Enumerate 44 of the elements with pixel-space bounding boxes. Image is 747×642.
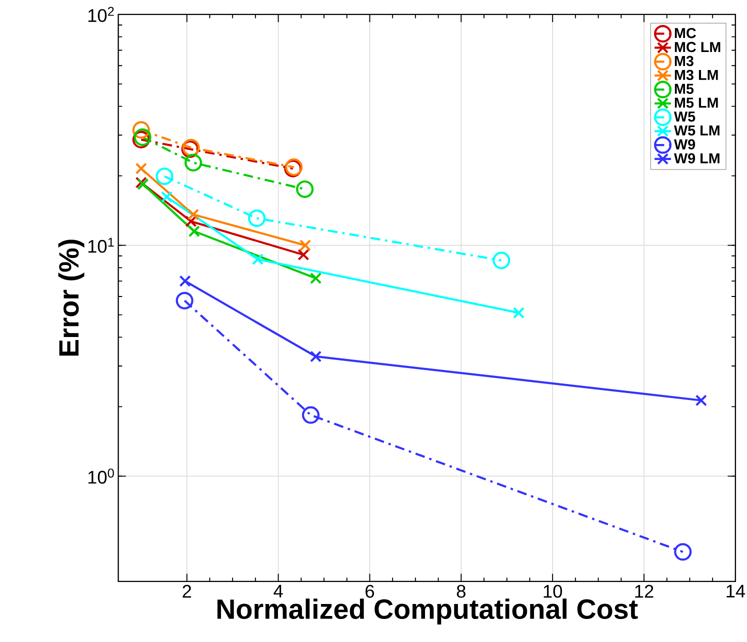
point [184,154,202,172]
point [187,208,200,220]
x-tick-label: 14 [726,584,746,598]
point [132,121,150,139]
legend-label: M3 [674,56,694,66]
x-tick-label: 8 [456,584,466,598]
point [695,394,707,406]
y-tick-label: 10$^{1}$ [88,238,114,253]
point [512,306,525,319]
legend-label: W9 LM [674,153,720,164]
point [298,248,310,261]
point [299,239,312,252]
point [188,225,200,238]
y-axis-title: Error (%) [58,240,84,356]
point [674,543,692,561]
point [185,215,197,228]
legend-label: W5 [674,112,696,122]
point [492,252,510,270]
x-tick-label: 4 [274,584,283,598]
x-tick-label: 2 [182,584,192,598]
point [176,292,194,310]
point [156,167,174,186]
point [179,275,191,287]
point [248,209,266,227]
point [310,272,322,284]
x-tick-label: 10 [544,584,562,598]
legend-label: W5 LM [674,125,720,136]
y-tick-label: 10$^{2}$ [88,6,114,22]
y-tick-label: 10$^{0}$ [88,468,114,484]
point [252,253,264,266]
legend-label: M5 LM [674,98,718,108]
point [310,350,322,362]
point [135,162,147,174]
x-tick-label: 6 [366,584,374,598]
legend-label: M5 [674,84,694,94]
legend-label: M3 LM [674,70,718,80]
point [296,180,314,198]
x-axis-title: Normalized Computational Cost [217,598,638,624]
legend-label: W9 [674,139,696,150]
x-tick-label: 12 [635,584,654,598]
legend-label: MC LM [674,42,720,52]
point [160,191,173,203]
legend-label: MC [674,28,696,38]
point [302,406,320,424]
